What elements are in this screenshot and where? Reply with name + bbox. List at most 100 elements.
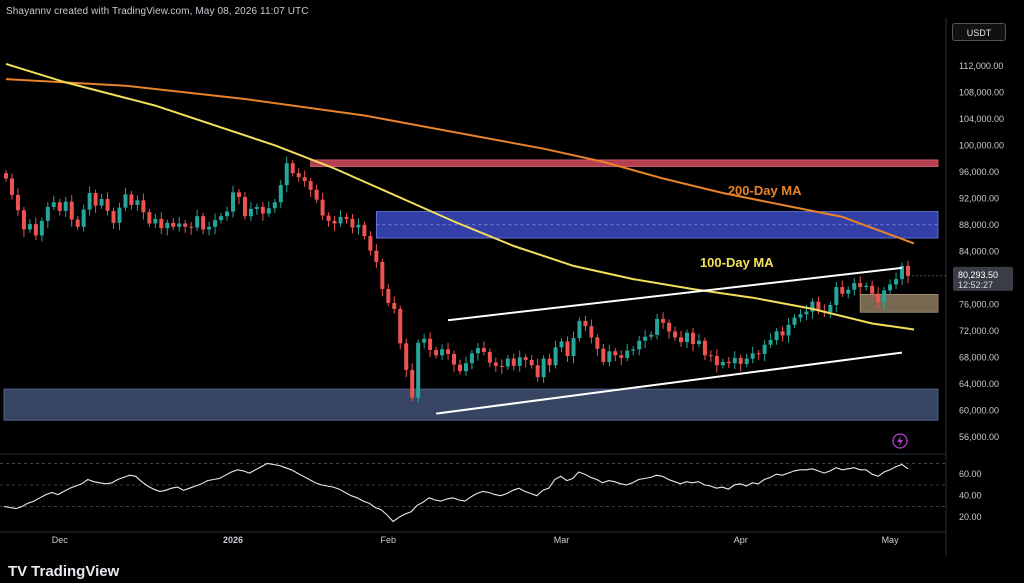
channel-upper-line [447,266,903,322]
tradingview-logo-icon: TV [8,563,28,580]
candle-body [780,331,785,336]
candle-body [362,224,367,237]
candle-body [446,349,451,354]
candle-body [804,311,809,315]
ma200-line [5,78,915,245]
candle-body [661,318,666,323]
candle-body [667,322,672,332]
candle-body [105,198,110,211]
rsi-tick-label: 40.00 [959,491,982,501]
candle-body [4,173,8,179]
channel-lower-line [435,351,903,415]
candle-body [386,289,391,303]
candle-body [798,314,803,318]
candle-body [15,195,20,211]
candlesticks [4,156,910,403]
rsi-tick-label: 60.00 [959,469,982,479]
candle-body [308,181,313,190]
candle-body [888,284,893,291]
candle-body [720,361,725,366]
candle-body [792,317,797,325]
last-price-tag [953,266,1013,291]
candle-body [475,348,480,354]
candle-body [834,287,839,305]
candle-body [553,347,558,366]
candle-body [858,283,863,288]
candle-body [236,192,241,198]
candle-body [195,216,200,228]
candle-body [505,358,510,367]
bar-countdown: 12:52:27 [958,280,993,290]
price-tick-label: 76,000.00 [959,299,999,309]
candle-body [404,343,409,370]
candle-body [631,349,636,351]
ma100-line [5,62,915,331]
candle-body [463,363,468,372]
rsi-line [3,462,909,523]
candle-body [738,357,743,364]
candle-body [649,334,654,337]
candle-body [219,216,224,221]
candle-body [434,349,439,356]
candle-body [416,342,421,398]
price-tick-label: 100,000.00 [959,140,1004,150]
demand-zone [3,388,939,421]
candle-body [690,332,695,345]
candle-body [906,265,910,276]
candle-body [290,163,295,174]
candle-body [314,189,319,200]
candle-body [296,173,301,178]
candle-body [559,341,564,348]
candle-body [714,355,719,366]
time-tick-label: Feb [381,535,397,545]
candle-body [541,358,546,378]
candle-body [876,293,881,303]
candle-body [517,357,522,366]
candle-body [452,353,457,365]
candle-body [774,331,779,341]
candle-body [248,208,253,217]
candle-body [583,320,588,327]
candle-body [123,194,128,208]
candle-body [63,201,68,211]
candle-body [571,338,576,356]
candle-body [756,353,761,355]
candle-body [230,192,235,212]
tradingview-logo[interactable]: TV TradingView [8,563,119,580]
candle-body [493,362,498,366]
candle-body [27,224,32,230]
candle-body [499,365,504,367]
candle-body [625,350,630,358]
price-tick-label: 84,000.00 [959,246,999,256]
candle-body [153,218,158,224]
candle-body [141,200,146,213]
candle-body [165,222,170,229]
axes: 112,000.00 108,000.00 104,000.00 100,000.00… [52,61,1013,545]
candle-body [422,338,427,343]
candle-body [643,336,648,341]
currency-selector[interactable]: USDT [952,23,1006,41]
candle-body [266,208,271,214]
candle-body [392,302,397,309]
price-tick-label: 96,000.00 [959,167,999,177]
candle-body [51,202,56,207]
candle-body [320,199,325,216]
candle-body [810,301,815,312]
candle-body [655,318,660,335]
candle-body [332,220,337,224]
candle-body [619,355,624,358]
candle-body [684,332,689,343]
candle-body [696,340,701,345]
candle-body [673,331,678,338]
last-price-value: 80,293.50 [958,270,998,280]
candle-body [326,215,331,221]
candle-body [786,324,791,336]
candle-body [374,250,379,262]
candle-body [726,361,731,364]
price-tick-label: 112,000.00 [959,61,1003,71]
candle-body [469,353,474,364]
candle-body [457,364,462,372]
candle-body [9,178,14,196]
tradingview-logo-text: TradingView [31,563,120,580]
